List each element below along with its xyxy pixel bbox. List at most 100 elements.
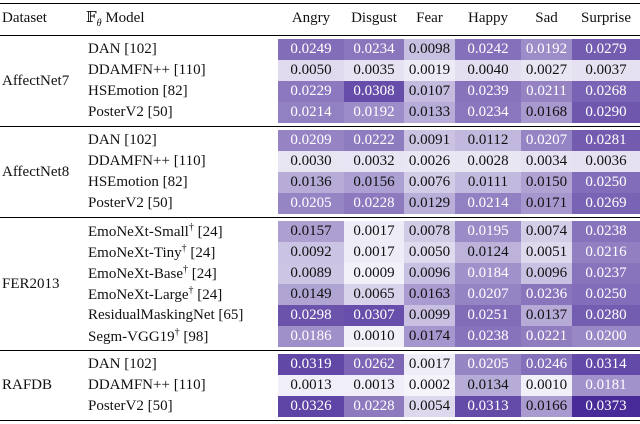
value-cell: 0.0237 (572, 263, 640, 284)
value-cell: 0.0238 (455, 326, 521, 347)
value-cell: 0.0137 (521, 305, 572, 326)
value-cell: 0.0214 (455, 193, 521, 214)
model-name: EmoNeXt-Large (88, 287, 189, 303)
value-cell: 0.0211 (521, 81, 572, 102)
value-cell: 0.0251 (455, 305, 521, 326)
value-cell: 0.0096 (521, 263, 572, 284)
model-name: PosterV2 (88, 104, 144, 120)
header-cell: 𝔽θ Model (84, 3, 278, 32)
model-name: DDAMFN++ (88, 62, 170, 78)
model-cell: HSEmotion [82] (84, 81, 278, 102)
value-cell: 0.0013 (344, 375, 404, 396)
table-row: HSEmotion [82] 0.0136 0.0156 0.0076 0.0111 0.… (0, 172, 640, 193)
model-cell: EmoNeXt-Small† [24] (84, 221, 278, 242)
model-name: DAN (88, 41, 121, 57)
model-cell: EmoNeXt-Tiny† [24] (84, 242, 278, 263)
header-cell: Dataset (0, 3, 84, 32)
model-cell: PosterV2 [50] (84, 396, 278, 417)
model-cell: DAN [102] (84, 130, 278, 151)
reference: [50] (147, 195, 173, 211)
value-cell: 0.0092 (278, 242, 344, 263)
value-cell: 0.0150 (521, 172, 572, 193)
value-cell: 0.0065 (344, 284, 404, 305)
value-cell: 0.0098 (404, 39, 455, 60)
reference: [110] (173, 153, 206, 169)
header-text: Model (105, 9, 145, 26)
value-cell: 0.0078 (404, 221, 455, 242)
model-name: EmoNeXt-Tiny (88, 245, 182, 261)
value-cell: 0.0032 (344, 151, 404, 172)
reference: [98] (183, 329, 209, 345)
value-cell: 0.0222 (344, 130, 404, 151)
model-name: Segm-VGG19 (88, 329, 175, 345)
subscript: θ (96, 17, 102, 29)
value-cell: 0.0246 (521, 354, 572, 375)
value-cell: 0.0019 (404, 60, 455, 81)
value-cell: 0.0250 (572, 172, 640, 193)
value-cell: 0.0013 (278, 375, 344, 396)
table-row: ResidualMaskingNet [65] 0.0298 0.0307 0.009… (0, 305, 640, 326)
model-name: DDAMFN++ (88, 377, 170, 393)
value-cell: 0.0027 (521, 60, 572, 81)
model-cell: DAN [102] (84, 39, 278, 60)
value-cell: 0.0279 (572, 39, 640, 60)
header-cell: Fear (404, 3, 455, 32)
value-cell: 0.0002 (404, 375, 455, 396)
rule (0, 417, 640, 424)
value-cell: 0.0054 (404, 396, 455, 417)
value-cell: 0.0010 (344, 326, 404, 347)
value-cell: 0.0076 (404, 172, 455, 193)
value-cell: 0.0050 (404, 242, 455, 263)
value-cell: 0.0124 (455, 242, 521, 263)
value-cell: 0.0234 (455, 102, 521, 123)
value-cell: 0.0192 (344, 102, 404, 123)
value-cell: 0.0040 (455, 60, 521, 81)
value-cell: 0.0205 (455, 354, 521, 375)
value-cell: 0.0030 (278, 151, 344, 172)
reference: [24] (191, 266, 217, 282)
value-cell: 0.0181 (572, 375, 640, 396)
separator (0, 214, 640, 221)
value-cell: 0.0091 (404, 130, 455, 151)
reference: [110] (173, 62, 206, 78)
table-row: PosterV2 [50] 0.0326 0.0228 0.0054 0.0313 0.0… (0, 396, 640, 417)
value-cell: 0.0249 (278, 39, 344, 60)
model-name: ResidualMaskingNet (88, 307, 215, 323)
value-cell: 0.0017 (344, 242, 404, 263)
reference: [102] (124, 356, 157, 372)
value-cell: 0.0280 (572, 305, 640, 326)
model-name: PosterV2 (88, 195, 144, 211)
value-cell: 0.0229 (278, 81, 344, 102)
value-cell: 0.0136 (278, 172, 344, 193)
value-cell: 0.0269 (572, 193, 640, 214)
table-row: HSEmotion [82] 0.0229 0.0308 0.0107 0.0239 0.… (0, 81, 640, 102)
model-name: DAN (88, 356, 121, 372)
value-cell: 0.0281 (572, 130, 640, 151)
value-cell: 0.0207 (521, 130, 572, 151)
value-cell: 0.0221 (521, 326, 572, 347)
header-cell: Disgust (344, 3, 404, 32)
table-row: RAFDB DAN [102] 0.0319 0.0262 0.0017 0.0205 0.… (0, 354, 640, 393)
model-name: DDAMFN++ (88, 153, 170, 169)
results-table: Dataset 𝔽θ Model Angry Disgust Fear Happy Sa… (0, 3, 640, 424)
value-cell: 0.0314 (572, 354, 640, 375)
header-cell: Sad (521, 3, 572, 32)
rule (0, 347, 640, 354)
page: Dataset 𝔽θ Model Angry Disgust Fear Happy Sa… (0, 3, 640, 422)
value-cell: 0.0009 (344, 263, 404, 284)
value-cell: 0.0373 (572, 396, 640, 417)
reference: [24] (190, 245, 216, 261)
value-cell: 0.0168 (521, 102, 572, 123)
value-cell: 0.0290 (572, 102, 640, 123)
rule-line (0, 35, 640, 36)
value-cell: 0.0026 (404, 151, 455, 172)
value-cell: 0.0017 (404, 354, 455, 375)
value-cell: 0.0036 (572, 151, 640, 172)
table-row: EmoNeXt-Base† [24] 0.0089 0.0009 0.0096 0.01… (0, 263, 640, 284)
value-cell: 0.0074 (521, 221, 572, 242)
table-row: Segm-VGG19† [98] 0.0186 0.0010 0.0174 0.0238… (0, 326, 640, 347)
value-cell: 0.0262 (344, 354, 404, 375)
model-name: HSEmotion (88, 83, 159, 99)
model-cell: DDAMFN++ [110] (84, 375, 278, 396)
dagger: † (182, 264, 188, 275)
